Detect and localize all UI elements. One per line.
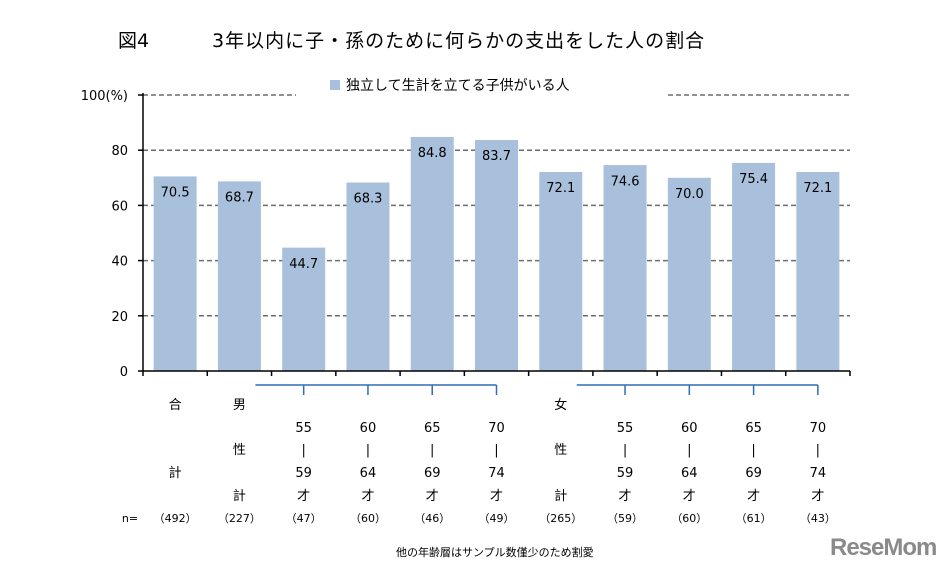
x-tick-label: 合 xyxy=(169,398,182,413)
bar xyxy=(796,172,840,371)
x-tick-label: 才 xyxy=(361,489,374,504)
x-tick-label: 計 xyxy=(554,488,567,504)
x-tick-label: 69 xyxy=(424,466,441,481)
x-tick-label: 性 xyxy=(554,443,567,458)
sample-size-label: （43） xyxy=(800,512,836,525)
x-tick-label: 65 xyxy=(424,421,441,436)
bar xyxy=(667,177,711,371)
x-tick-label: 才 xyxy=(297,489,310,504)
y-tick-label: 40 xyxy=(111,255,128,270)
x-tick-label: 才 xyxy=(490,489,503,504)
x-tick-label: 才 xyxy=(426,489,439,504)
data-label: 72.1 xyxy=(546,181,575,196)
x-tick-label: | xyxy=(301,443,305,458)
footnote: 他の年齢層はサンプル数僅少のため割愛 xyxy=(396,546,594,559)
bar xyxy=(282,247,326,371)
x-tick-label: 才 xyxy=(747,489,760,504)
x-tick-label: 性 xyxy=(233,443,246,458)
brand-logo: ReseMom xyxy=(830,534,937,561)
data-label: 68.7 xyxy=(225,191,254,206)
data-label: 75.4 xyxy=(739,172,768,187)
y-tick-label: 20 xyxy=(111,310,128,325)
y-tick-label: 80 xyxy=(111,144,128,159)
x-tick-label: | xyxy=(494,443,498,458)
sample-size-label: （46） xyxy=(414,512,450,525)
x-tick-label: 69 xyxy=(745,466,762,481)
bar xyxy=(475,139,518,371)
x-tick-label: 59 xyxy=(617,466,634,481)
figure-label: 図4 xyxy=(118,30,150,52)
sample-size-label: （61） xyxy=(736,512,772,525)
bar xyxy=(603,165,647,371)
chart-title: 3年以内に子・孫のために何らかの支出をした人の割合 xyxy=(212,30,706,52)
x-tick-label: | xyxy=(687,443,691,458)
x-tick-label: 女 xyxy=(554,397,567,413)
x-tick-label: 60 xyxy=(681,421,698,436)
x-tick-label: 70 xyxy=(810,421,827,436)
chart-legend: 独立して生計を立てる子供がいる人 xyxy=(330,75,570,95)
x-tick-label: | xyxy=(816,443,820,458)
data-label: 70.0 xyxy=(675,187,704,202)
sample-size-label: （47） xyxy=(286,512,322,525)
sample-size-label: （60） xyxy=(671,512,707,525)
x-tick-label: 才 xyxy=(683,489,696,504)
x-tick-label: 70 xyxy=(488,421,505,436)
sample-size-label: （265） xyxy=(539,512,582,525)
y-axis-label: 100(%) xyxy=(81,89,128,104)
data-label: 84.8 xyxy=(418,146,447,161)
data-label: 74.6 xyxy=(611,174,640,189)
data-label: 83.7 xyxy=(482,149,511,164)
bar xyxy=(346,182,390,371)
data-label: 44.7 xyxy=(289,257,318,272)
sample-size-label: （49） xyxy=(479,512,515,525)
sample-size-label: （60） xyxy=(350,512,386,525)
sample-size-prefix: n= xyxy=(122,512,138,525)
sample-size-label: （227） xyxy=(218,512,261,525)
bar xyxy=(153,176,197,371)
x-tick-label: 55 xyxy=(295,421,312,436)
sample-size-label: （59） xyxy=(607,512,643,525)
legend-swatch xyxy=(330,80,340,90)
x-tick-label: | xyxy=(366,443,370,458)
data-label: 72.1 xyxy=(803,181,832,196)
x-tick-label: | xyxy=(623,443,627,458)
x-tick-label: | xyxy=(751,443,755,458)
y-tick-label: 0 xyxy=(120,365,128,380)
legend-label: 独立して生計を立てる子供がいる人 xyxy=(346,78,570,94)
x-tick-label: 計 xyxy=(233,488,246,504)
x-tick-label: 男 xyxy=(233,398,246,413)
x-tick-label: 74 xyxy=(488,466,505,481)
y-tick-label: 60 xyxy=(111,199,128,214)
x-tick-label: 60 xyxy=(360,421,377,436)
sample-size-label: （492） xyxy=(154,512,197,525)
bar xyxy=(217,181,261,371)
x-tick-label: 計 xyxy=(169,465,182,481)
x-tick-label: 74 xyxy=(810,466,827,481)
bar xyxy=(732,162,776,371)
x-tick-label: 才 xyxy=(811,489,824,504)
x-tick-label: 64 xyxy=(360,466,377,481)
data-label: 70.5 xyxy=(161,186,190,201)
data-label: 68.3 xyxy=(353,192,382,207)
x-tick-label: 才 xyxy=(619,489,632,504)
x-tick-label: | xyxy=(430,443,434,458)
bar xyxy=(539,172,583,371)
x-tick-label: 55 xyxy=(617,421,634,436)
x-tick-label: 59 xyxy=(295,466,312,481)
bar xyxy=(410,136,454,371)
x-tick-label: 64 xyxy=(681,466,698,481)
x-tick-label: 65 xyxy=(745,421,762,436)
